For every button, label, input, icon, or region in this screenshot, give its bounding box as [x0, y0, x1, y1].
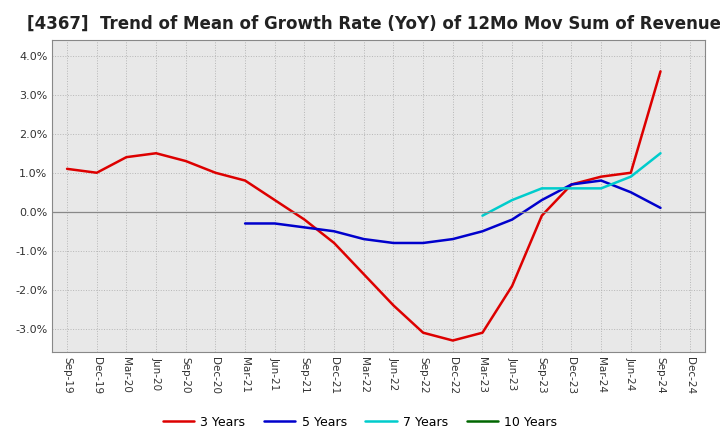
3 Years: [271, 198, 279, 203]
5 Years: [656, 205, 665, 210]
3 Years: [300, 217, 309, 222]
7 Years: [567, 186, 576, 191]
5 Years: [300, 225, 309, 230]
Legend: 3 Years, 5 Years, 7 Years, 10 Years: 3 Years, 5 Years, 7 Years, 10 Years: [158, 411, 562, 434]
3 Years: [538, 213, 546, 218]
7 Years: [656, 150, 665, 156]
3 Years: [567, 182, 576, 187]
5 Years: [538, 198, 546, 203]
5 Years: [330, 229, 338, 234]
3 Years: [597, 174, 606, 179]
5 Years: [271, 221, 279, 226]
7 Years: [508, 198, 516, 203]
3 Years: [449, 338, 457, 343]
Title: [4367]  Trend of Mean of Growth Rate (YoY) of 12Mo Mov Sum of Revenues: [4367] Trend of Mean of Growth Rate (YoY…: [27, 15, 720, 33]
3 Years: [330, 240, 338, 246]
3 Years: [359, 271, 368, 277]
3 Years: [152, 150, 161, 156]
3 Years: [626, 170, 635, 176]
3 Years: [211, 170, 220, 176]
5 Years: [478, 229, 487, 234]
5 Years: [597, 178, 606, 183]
Line: 3 Years: 3 Years: [67, 71, 660, 341]
3 Years: [389, 303, 397, 308]
3 Years: [240, 178, 249, 183]
3 Years: [181, 158, 190, 164]
5 Years: [240, 221, 249, 226]
Line: 7 Years: 7 Years: [482, 153, 660, 216]
7 Years: [597, 186, 606, 191]
3 Years: [419, 330, 428, 335]
3 Years: [478, 330, 487, 335]
7 Years: [626, 174, 635, 179]
5 Years: [419, 240, 428, 246]
3 Years: [122, 154, 131, 160]
5 Years: [626, 190, 635, 195]
3 Years: [508, 283, 516, 289]
5 Years: [567, 182, 576, 187]
5 Years: [389, 240, 397, 246]
3 Years: [92, 170, 101, 176]
Line: 5 Years: 5 Years: [245, 180, 660, 243]
3 Years: [63, 166, 71, 172]
7 Years: [538, 186, 546, 191]
5 Years: [359, 236, 368, 242]
5 Years: [449, 236, 457, 242]
3 Years: [656, 69, 665, 74]
7 Years: [478, 213, 487, 218]
5 Years: [508, 217, 516, 222]
